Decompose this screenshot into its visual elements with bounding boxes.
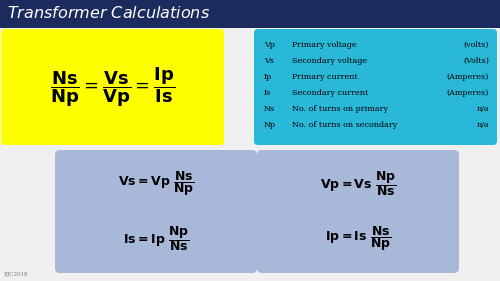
Text: $\mathbf{Ip = Is\ \dfrac{Ns}{Np}}$: $\mathbf{Ip = Is\ \dfrac{Ns}{Np}}$ xyxy=(324,225,392,253)
Text: Secondary voltage: Secondary voltage xyxy=(292,57,367,65)
Text: (Amperes): (Amperes) xyxy=(446,89,489,97)
Text: n/a: n/a xyxy=(476,121,489,129)
FancyBboxPatch shape xyxy=(257,205,459,273)
Text: $\mathbf{Is = Ip\ \dfrac{Np}{Ns}}$: $\mathbf{Is = Ip\ \dfrac{Np}{Ns}}$ xyxy=(122,225,190,253)
Text: Ip: Ip xyxy=(264,73,272,81)
FancyBboxPatch shape xyxy=(1,29,224,145)
Text: Ns: Ns xyxy=(264,105,275,113)
Text: EJC2018: EJC2018 xyxy=(4,272,28,277)
Text: Vp: Vp xyxy=(264,41,275,49)
Text: (Volts): (Volts) xyxy=(463,57,489,65)
FancyBboxPatch shape xyxy=(257,150,459,218)
Text: Primary voltage: Primary voltage xyxy=(292,41,356,49)
Text: Np: Np xyxy=(264,121,276,129)
Text: $\mathbf{Vs = Vp\ \dfrac{Ns}{Np}}$: $\mathbf{Vs = Vp\ \dfrac{Ns}{Np}}$ xyxy=(118,169,194,198)
Text: n/a: n/a xyxy=(476,105,489,113)
Text: $\mathbf{\mathit{Transformer\ Calculations}}$: $\mathbf{\mathit{Transformer\ Calculatio… xyxy=(7,6,210,22)
Text: No. of turns on secondary: No. of turns on secondary xyxy=(292,121,397,129)
Text: (volts): (volts) xyxy=(464,41,489,49)
Bar xyxy=(0,0,500,28)
FancyBboxPatch shape xyxy=(55,150,257,218)
Text: $\dfrac{\mathbf{Ns}}{\mathbf{Np}} = \dfrac{\mathbf{Vs}}{\mathbf{Vp}} = \dfrac{\m: $\dfrac{\mathbf{Ns}}{\mathbf{Np}} = \dfr… xyxy=(50,65,175,109)
Text: (Amperes): (Amperes) xyxy=(446,73,489,81)
Text: Is: Is xyxy=(264,89,271,97)
Text: $\mathbf{Vp = Vs\ \dfrac{Np}{Ns}}$: $\mathbf{Vp = Vs\ \dfrac{Np}{Ns}}$ xyxy=(320,169,396,198)
Text: Secondary current: Secondary current xyxy=(292,89,368,97)
Text: No. of turns on primary: No. of turns on primary xyxy=(292,105,388,113)
FancyBboxPatch shape xyxy=(254,29,497,145)
FancyBboxPatch shape xyxy=(55,205,257,273)
Text: Primary current: Primary current xyxy=(292,73,358,81)
Text: Vs: Vs xyxy=(264,57,274,65)
